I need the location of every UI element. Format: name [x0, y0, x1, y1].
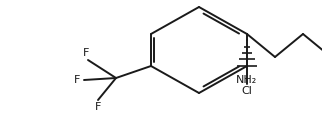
Text: Cl: Cl: [242, 86, 252, 96]
Text: F: F: [95, 102, 101, 112]
Text: F: F: [83, 48, 89, 58]
Text: NH₂: NH₂: [236, 75, 258, 85]
Text: F: F: [74, 75, 80, 85]
